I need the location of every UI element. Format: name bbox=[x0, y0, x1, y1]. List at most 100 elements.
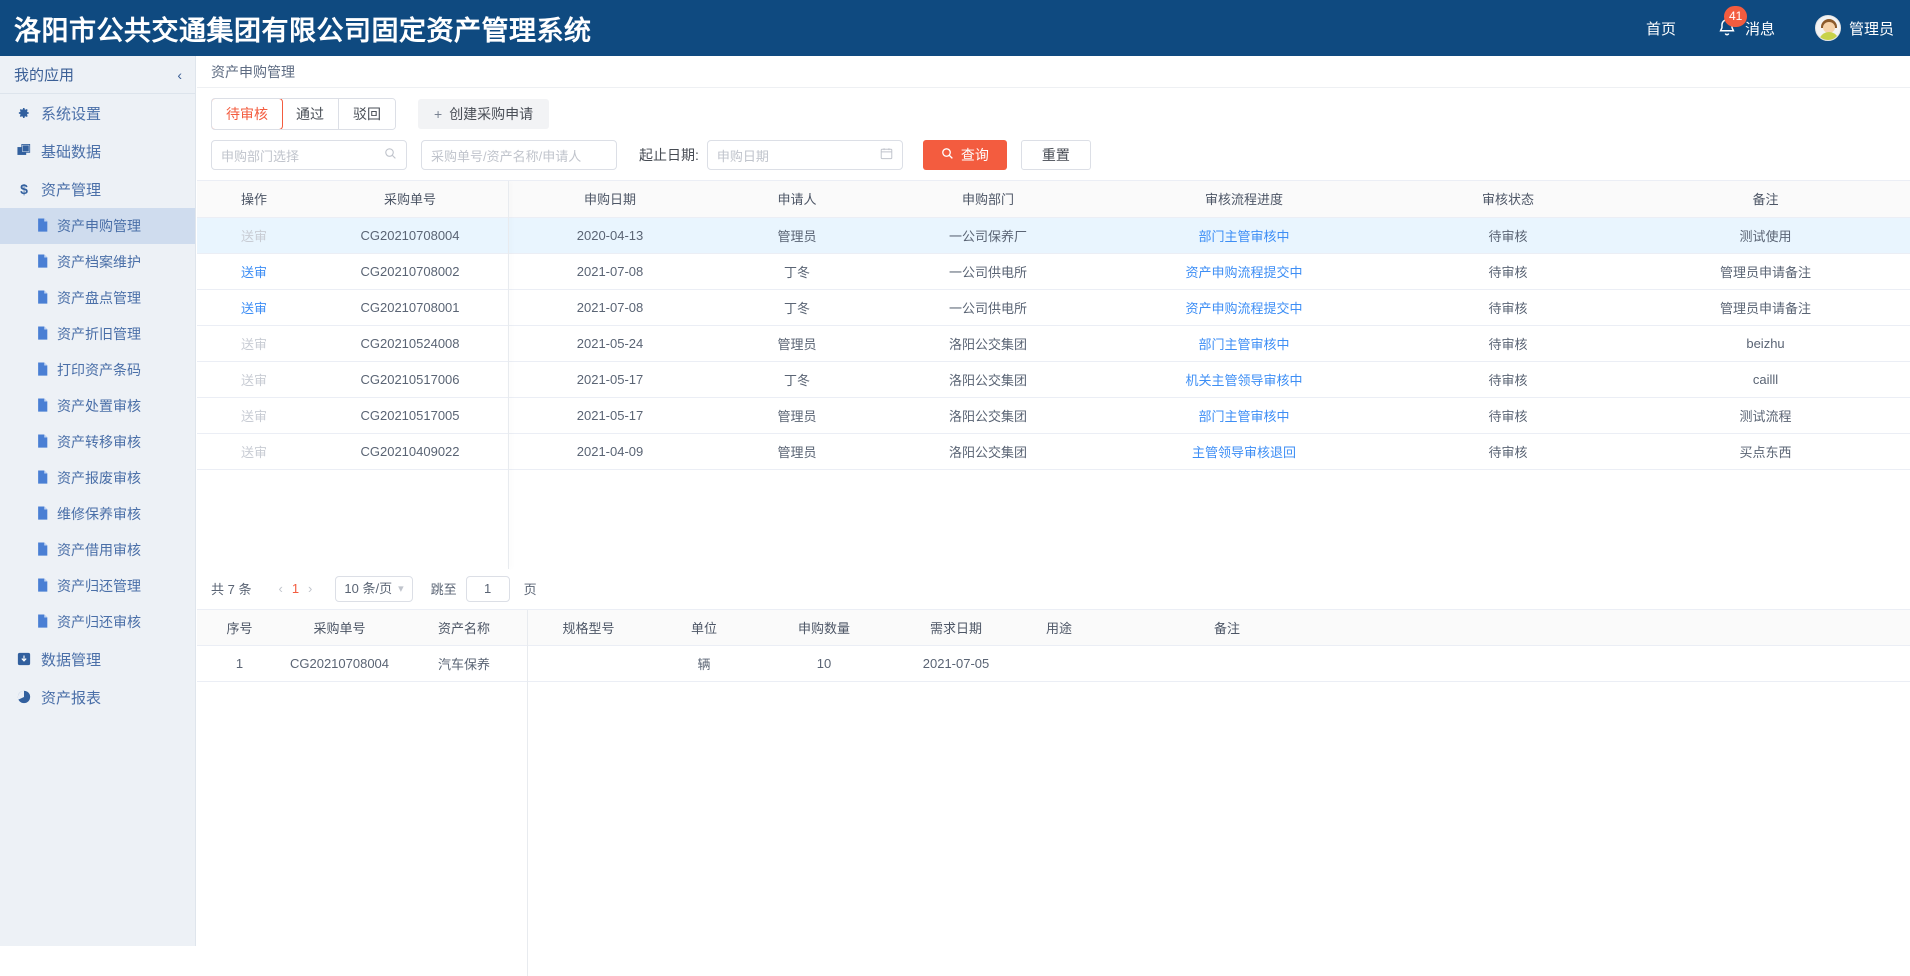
submit-review-link[interactable]: 送审 bbox=[241, 265, 267, 280]
file-icon bbox=[36, 578, 49, 595]
progress-link[interactable]: 主管领导审核退回 bbox=[1192, 445, 1296, 460]
sidebar-item-2[interactable]: 资产盘点管理 bbox=[0, 280, 195, 316]
submit-review-link[interactable]: 送审 bbox=[241, 337, 267, 352]
detail-column-header: 单位 bbox=[646, 610, 762, 646]
column-header: 备注 bbox=[1621, 181, 1910, 217]
sidebar-group-system-settings[interactable]: 系统设置 bbox=[0, 94, 195, 132]
remark-value: cailll bbox=[1753, 372, 1778, 387]
date-picker-input[interactable]: 申购日期 bbox=[707, 140, 903, 170]
status-value: 待审核 bbox=[1488, 265, 1527, 280]
detail-unit-cell: 辆 bbox=[646, 646, 762, 682]
progress-cell[interactable]: 资产申购流程提交中 bbox=[1093, 253, 1395, 289]
sidebar-item-10[interactable]: 资产归还管理 bbox=[0, 568, 195, 604]
action-cell[interactable]: 送审 bbox=[197, 289, 311, 325]
action-cell[interactable]: 送审 bbox=[197, 397, 311, 433]
sidebar-item-label: 资产归还管理 bbox=[57, 576, 141, 596]
submit-review-link[interactable]: 送审 bbox=[241, 409, 267, 424]
status-cell: 待审核 bbox=[1395, 253, 1621, 289]
messages-link[interactable]: 41 消息 bbox=[1716, 17, 1775, 39]
order-no-cell: CG20210708004 bbox=[311, 217, 509, 253]
applicant-cell: 管理员 bbox=[711, 325, 883, 361]
jump-label: 跳至 bbox=[431, 579, 457, 598]
sidebar-item-11[interactable]: 资产归还审核 bbox=[0, 604, 195, 640]
progress-cell[interactable]: 资产申购流程提交中 bbox=[1093, 289, 1395, 325]
progress-link[interactable]: 部门主管审核中 bbox=[1198, 337, 1289, 352]
tab-0[interactable]: 待审核 bbox=[211, 98, 283, 130]
action-cell[interactable]: 送审 bbox=[197, 217, 311, 253]
submit-review-link[interactable]: 送审 bbox=[241, 229, 267, 244]
apply-date-cell: 2021-05-24 bbox=[509, 325, 711, 361]
tab-2[interactable]: 驳回 bbox=[339, 99, 395, 129]
header-actions: 首页 41 消息 管理员 bbox=[1606, 0, 1910, 56]
action-cell[interactable]: 送审 bbox=[197, 253, 311, 289]
dept-select-input[interactable]: 申购部门选择 bbox=[211, 140, 407, 170]
keyword-search-input[interactable]: 采购单号/资产名称/申请人 bbox=[421, 140, 617, 170]
sidebar-item-6[interactable]: 资产转移审核 bbox=[0, 424, 195, 460]
dept-value: 一公司供电所 bbox=[949, 265, 1027, 280]
progress-cell[interactable]: 部门主管审核中 bbox=[1093, 325, 1395, 361]
page-size-select[interactable]: 10 条/页 ▾ bbox=[335, 576, 412, 602]
sidebar-group-data-management[interactable]: 数据管理 bbox=[0, 640, 195, 678]
user-menu[interactable]: 管理员 bbox=[1815, 15, 1894, 41]
tab-1[interactable]: 通过 bbox=[282, 99, 339, 129]
sidebar-group-basic-data[interactable]: 基础数据 bbox=[0, 132, 195, 170]
apply-date-cell: 2021-05-17 bbox=[509, 361, 711, 397]
action-cell[interactable]: 送审 bbox=[197, 433, 311, 469]
sidebar-item-1[interactable]: 资产档案维护 bbox=[0, 244, 195, 280]
create-purchase-request-button[interactable]: +创建采购申请 bbox=[418, 99, 549, 129]
detail-asset-name-cell: 汽车保养 bbox=[397, 646, 531, 682]
sidebar-group-asset-report[interactable]: 资产报表 bbox=[0, 678, 195, 716]
sidebar-item-8[interactable]: 维修保养审核 bbox=[0, 496, 195, 532]
detail-column-header: 资产名称 bbox=[397, 610, 531, 646]
progress-link[interactable]: 机关主管领导审核中 bbox=[1185, 373, 1302, 388]
applicant-cell: 丁冬 bbox=[711, 253, 883, 289]
progress-link[interactable]: 资产申购流程提交中 bbox=[1185, 301, 1302, 316]
app-header: 洛阳市公共交通集团有限公司固定资产管理系统 首页 41 消息 管理员 bbox=[0, 0, 1910, 56]
applicant-value: 管理员 bbox=[777, 229, 816, 244]
applicant-value: 丁冬 bbox=[784, 301, 810, 316]
chevron-left-icon[interactable]: ‹ bbox=[177, 67, 182, 83]
action-cell[interactable]: 送审 bbox=[197, 325, 311, 361]
progress-cell[interactable]: 部门主管审核中 bbox=[1093, 397, 1395, 433]
action-cell[interactable]: 送审 bbox=[197, 361, 311, 397]
search-button[interactable]: 查询 bbox=[923, 140, 1007, 170]
home-link[interactable]: 首页 bbox=[1646, 18, 1676, 39]
progress-link[interactable]: 部门主管审核中 bbox=[1198, 409, 1289, 424]
pagination-page-1[interactable]: 1 bbox=[292, 581, 299, 596]
sidebar-item-3[interactable]: 资产折旧管理 bbox=[0, 316, 195, 352]
progress-link[interactable]: 资产申购流程提交中 bbox=[1185, 265, 1302, 280]
sidebar-item-9[interactable]: 资产借用审核 bbox=[0, 532, 195, 568]
submit-review-link[interactable]: 送审 bbox=[241, 445, 267, 460]
sidebar-item-4[interactable]: 打印资产条码 bbox=[0, 352, 195, 388]
progress-cell[interactable]: 主管领导审核退回 bbox=[1093, 433, 1395, 469]
progress-cell[interactable]: 机关主管领导审核中 bbox=[1093, 361, 1395, 397]
submit-review-link[interactable]: 送审 bbox=[241, 301, 267, 316]
order-no-value: CG20210708002 bbox=[360, 264, 459, 279]
dept-cell: 一公司供电所 bbox=[883, 253, 1093, 289]
pagination-prev-icon[interactable]: ‹ bbox=[278, 581, 282, 596]
progress-cell[interactable]: 部门主管审核中 bbox=[1093, 217, 1395, 253]
jump-page-input[interactable]: 1 bbox=[466, 576, 510, 602]
reset-button[interactable]: 重置 bbox=[1021, 140, 1091, 170]
progress-link[interactable]: 部门主管审核中 bbox=[1198, 229, 1289, 244]
pagination-next-icon[interactable]: › bbox=[308, 581, 312, 596]
applicant-cell: 管理员 bbox=[711, 433, 883, 469]
sidebar-item-7[interactable]: 资产报废审核 bbox=[0, 460, 195, 496]
submit-review-link[interactable]: 送审 bbox=[241, 373, 267, 388]
breadcrumb-label: 资产申购管理 bbox=[211, 62, 295, 82]
bell-icon: 41 bbox=[1716, 17, 1738, 39]
sidebar-group-asset-management[interactable]: $ 资产管理 bbox=[0, 170, 195, 208]
sidebar-group-label: 数据管理 bbox=[41, 649, 101, 670]
sidebar-item-5[interactable]: 资产处置审核 bbox=[0, 388, 195, 424]
sidebar-item-0[interactable]: 资产申购管理 bbox=[0, 208, 195, 244]
